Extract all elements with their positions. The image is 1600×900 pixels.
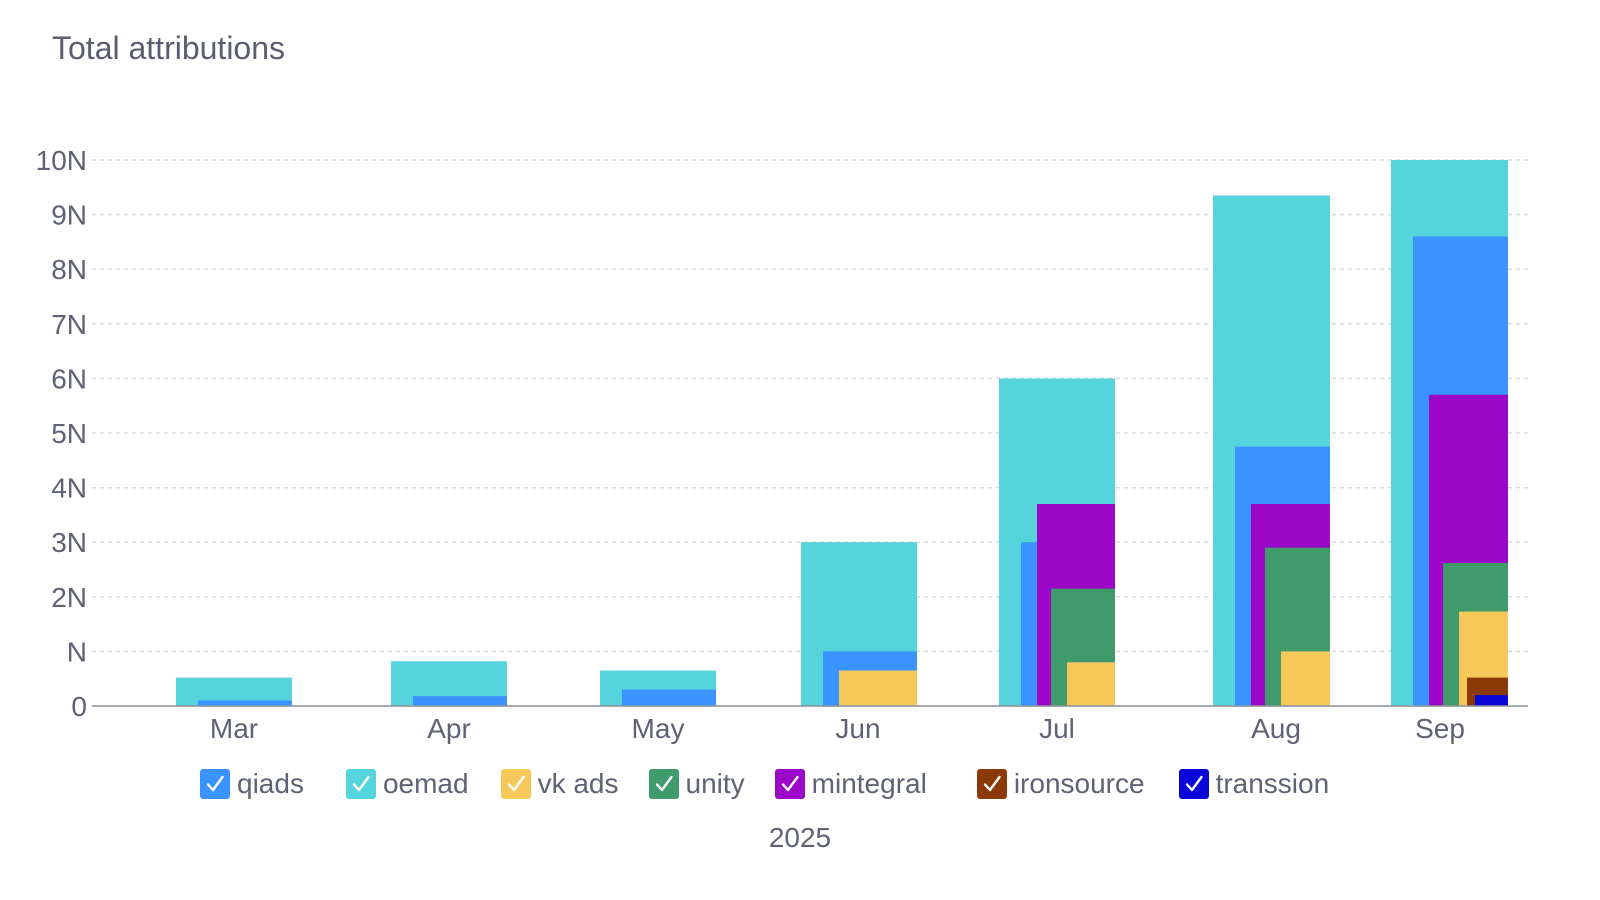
bar-vk-ads-aug[interactable] [1281, 651, 1330, 706]
x-tick-label: Jun [835, 713, 880, 744]
checkbox-checked-icon[interactable] [345, 769, 376, 799]
bar-qiads-mar[interactable] [198, 700, 292, 706]
legend-item-oemad[interactable]: oemad [345, 768, 469, 800]
y-tick-label: 8N [51, 254, 87, 285]
chart-title: Total attributions [52, 30, 286, 66]
bar-vk-ads-jul[interactable] [1067, 662, 1115, 706]
legend-label: transsion [1215, 768, 1330, 799]
legend-item-ironsource[interactable]: ironsource [976, 768, 1145, 800]
legend-label: oemad [382, 768, 469, 799]
legend-item-unity[interactable]: unity [648, 768, 745, 800]
legend-label: qiads [237, 768, 304, 799]
y-tick-label: 10N [36, 145, 87, 176]
legend-label: unity [685, 768, 745, 799]
x-tick-label: Mar [210, 713, 258, 744]
chart-legend: qiads oemad vk ads unity mintegral ironsource… [200, 764, 1329, 804]
legend-item-qiads[interactable]: qiads [200, 768, 304, 800]
x-tick-label: Aug [1251, 713, 1301, 744]
x-tick-label: Apr [427, 713, 471, 744]
x-tick-label: Sep [1415, 713, 1465, 744]
bar-qiads-may[interactable] [622, 689, 716, 706]
checkbox-checked-icon[interactable] [976, 769, 1007, 799]
bar-transsion-sep[interactable] [1475, 695, 1508, 706]
bar-vk-ads-jun[interactable] [839, 670, 917, 706]
x-tick-label: May [632, 713, 685, 744]
legend-label: mintegral [811, 768, 927, 799]
checkbox-checked-icon[interactable] [1178, 769, 1209, 799]
y-tick-label: 7N [51, 309, 87, 340]
y-tick-label: 9N [51, 200, 87, 231]
y-tick-label: 2N [51, 582, 87, 613]
x-tick-label: Jul [1039, 713, 1075, 744]
legend-label: ironsource [1013, 768, 1145, 799]
y-tick-label: 4N [51, 473, 87, 504]
checkbox-checked-icon[interactable] [500, 769, 531, 799]
y-tick-label: 3N [51, 527, 87, 558]
checkbox-checked-icon[interactable] [774, 769, 805, 799]
y-tick-label: 6N [51, 363, 87, 394]
y-tick-label: 0 [71, 691, 87, 722]
y-tick-label: 5N [51, 418, 87, 449]
legend-label: vk ads [537, 768, 619, 799]
legend-item-vk-ads[interactable]: vk ads [500, 768, 619, 800]
y-tick-label: N [67, 636, 87, 667]
legend-item-mintegral[interactable]: mintegral [774, 768, 927, 800]
x-axis-title: 2025 [768, 822, 832, 853]
checkbox-checked-icon[interactable] [648, 769, 679, 799]
legend-item-transsion[interactable]: transsion [1178, 768, 1330, 800]
bar-qiads-apr[interactable] [413, 696, 507, 706]
checkbox-checked-icon[interactable] [200, 769, 230, 799]
